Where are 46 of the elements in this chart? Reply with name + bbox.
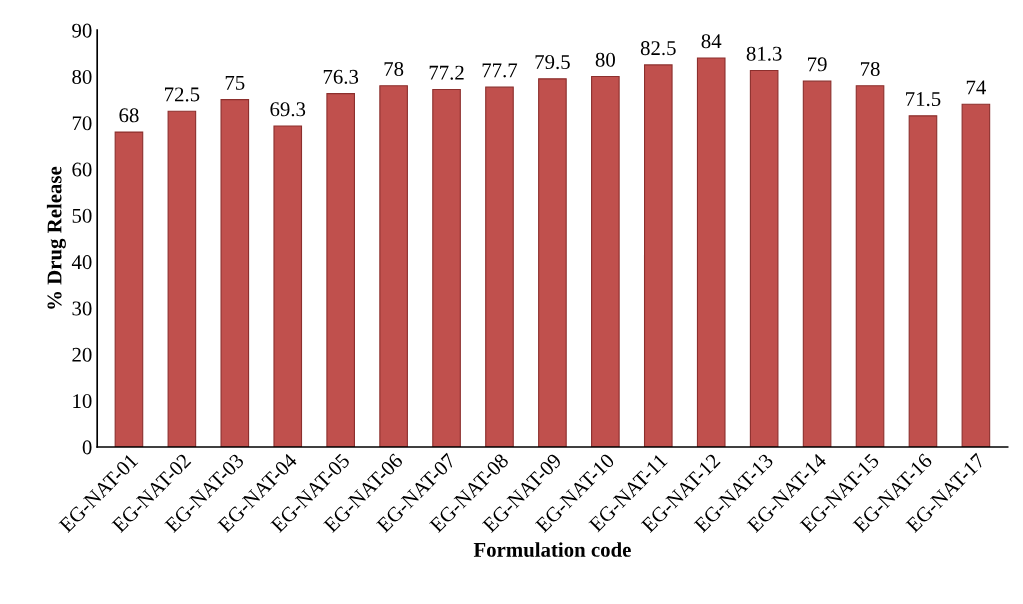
bar	[326, 93, 356, 447]
y-tick-label: 90	[72, 23, 92, 38]
bar	[749, 69, 779, 447]
x-axis-title: Formulation code	[473, 542, 631, 557]
bar	[855, 85, 885, 447]
data-label: 68	[119, 108, 139, 123]
data-label: 76.3	[323, 69, 359, 84]
bar	[379, 85, 408, 447]
y-tick-label: 80	[72, 69, 92, 84]
data-label: 79.5	[535, 55, 570, 70]
bar	[643, 64, 673, 447]
data-label: 77.7	[482, 63, 518, 78]
y-axis-title: % Drug Release	[46, 166, 66, 309]
data-label: 79	[808, 57, 827, 72]
bar	[485, 86, 514, 447]
y-tick-label: 30	[72, 301, 92, 316]
bar	[432, 88, 461, 447]
bar	[538, 78, 567, 447]
data-label: 69.3	[270, 102, 306, 117]
bar	[802, 80, 832, 447]
bar	[696, 57, 726, 447]
y-tick-label: 10	[73, 394, 92, 409]
data-label: 82.5	[640, 41, 676, 56]
data-label: 77.2	[429, 65, 464, 80]
y-tick-label: 20	[72, 347, 92, 362]
data-label: 84	[701, 34, 722, 49]
y-tick-label: 50	[72, 208, 92, 223]
bar	[591, 75, 620, 447]
data-label: 72.5	[165, 87, 200, 102]
bar	[273, 125, 303, 447]
bar	[114, 131, 144, 447]
data-label: 80	[595, 52, 615, 67]
y-tick-label: 70	[72, 116, 92, 131]
bar	[220, 99, 250, 447]
data-label: 78	[860, 61, 880, 76]
bar	[167, 110, 197, 447]
y-tick-label: 40	[71, 255, 92, 270]
y-tick-label: 0	[82, 440, 92, 455]
data-label: 81.3	[746, 46, 782, 61]
bar	[908, 115, 938, 447]
y-tick-label: 60	[72, 162, 92, 177]
data-label: 78	[384, 61, 404, 76]
data-label: 75	[225, 76, 245, 90]
data-label: 71.5	[906, 92, 941, 107]
bar	[961, 103, 991, 447]
data-label: 74	[966, 80, 986, 95]
